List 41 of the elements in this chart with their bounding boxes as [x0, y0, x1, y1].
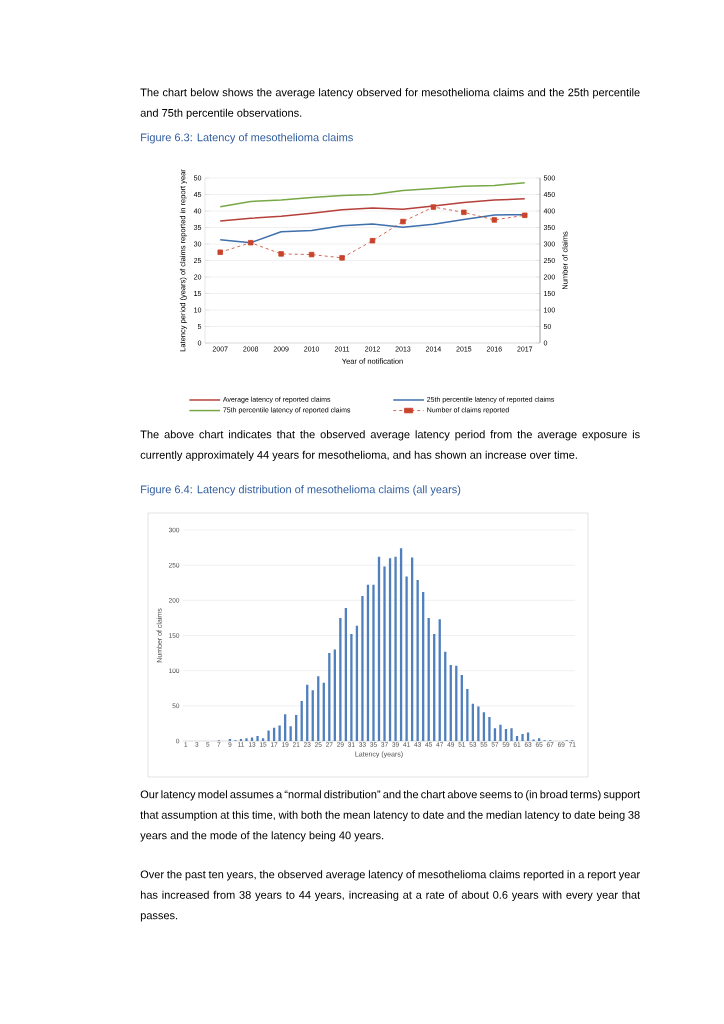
- bar: [267, 730, 270, 742]
- chart-title: Figure 6.3: Latency of mesothelioma claims: [141, 133, 353, 144]
- bar: [261, 738, 265, 742]
- bar: [361, 596, 364, 742]
- bar: [510, 728, 513, 742]
- text: The above chart indicates that the observed average latency period from the average exposure is currently approximately 44 years for mesothelioma, and has shown an increase over time.: [140, 430, 640, 461]
- bar: [245, 738, 248, 742]
- line-series: [219, 181, 526, 208]
- bar: [477, 706, 480, 742]
- bar: [521, 733, 524, 742]
- bar: [350, 634, 353, 742]
- text: Our latency model assumes a “normal distribution” and the chart above seems to (in broad terms) support that assumption at this time, with both the mean latency to date and the median latency to date being 38 years and the mode of the latency being 40 years.: [140, 790, 641, 842]
- line-series: [219, 198, 526, 222]
- bar: [537, 738, 541, 742]
- point: [430, 204, 437, 210]
- bar: [515, 736, 519, 742]
- bar: [278, 725, 281, 742]
- bar: [339, 617, 342, 742]
- point: [522, 212, 528, 218]
- point: [339, 255, 345, 261]
- chart-title: Figure 6.4: Latency distribution of mesothelioma claims (all years): [141, 485, 461, 496]
- point: [369, 238, 376, 244]
- bar: [383, 566, 386, 742]
- bar: [256, 736, 259, 742]
- point: [217, 249, 223, 255]
- bar: [493, 728, 497, 742]
- point: [491, 217, 498, 223]
- bar: [372, 584, 375, 742]
- point: [308, 251, 315, 258]
- bar: [405, 576, 408, 742]
- point: [400, 218, 406, 225]
- bar: [488, 717, 491, 742]
- point: [461, 209, 467, 216]
- bar: [250, 737, 254, 742]
- bar: [416, 579, 419, 742]
- text: The chart below shows the average latency observed for mesothelioma claims and the 25th percentile and 75th percentile observations.: [140, 88, 640, 119]
- text: Over the past ten years, the observed average latency of mesothelioma claims reported in a report year has increased from 38 years to 44 years, increasing at a rate of about 0.6 years with every year that passes.: [140, 870, 641, 922]
- bar: [394, 556, 397, 742]
- point: [247, 239, 254, 246]
- bar: [499, 724, 502, 742]
- point: [278, 251, 284, 257]
